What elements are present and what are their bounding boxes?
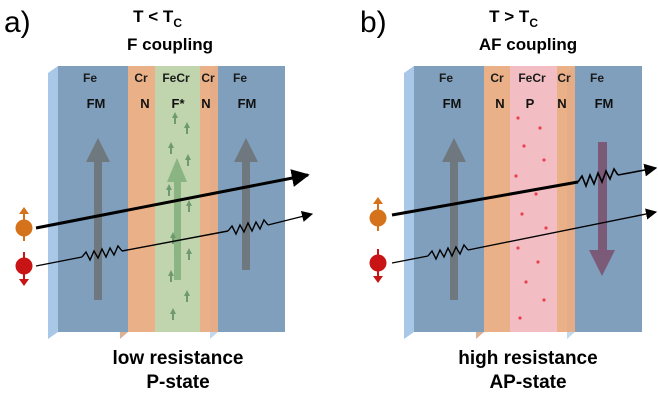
coupling-label: F coupling bbox=[127, 35, 213, 54]
layer-name-fe: Fe bbox=[439, 71, 453, 85]
state-label: P-state bbox=[146, 372, 209, 393]
spin-up-electron bbox=[15, 207, 33, 241]
layer-state-fm: FM bbox=[87, 96, 106, 111]
layer-state-core: P bbox=[526, 96, 535, 111]
layer-name-cr: Cr bbox=[490, 71, 504, 85]
magnetization-up-arrow-left bbox=[86, 138, 110, 300]
layer-state-fm: FM bbox=[238, 96, 257, 111]
resistance-label: high resistance bbox=[458, 348, 597, 369]
layer-name-cr: Cr bbox=[201, 71, 215, 85]
layer-name-fe: Fe bbox=[590, 71, 604, 85]
magnetization-up-arrow-left bbox=[442, 138, 466, 300]
layer-state-n: N bbox=[140, 96, 149, 111]
panel-label: a) bbox=[4, 6, 31, 39]
core-spin-arrows bbox=[166, 112, 192, 320]
layer-name-fecr: FeCr bbox=[162, 71, 190, 85]
layer-state-fm: FM bbox=[595, 96, 614, 111]
spin-down-electron-path bbox=[391, 208, 658, 264]
magnetization-down-arrow-right bbox=[589, 142, 615, 276]
panel-b: b) T > TC AF coupling Fe Cr FeCr Cr Fe F… bbox=[360, 6, 658, 393]
fe-layer-right bbox=[218, 66, 285, 332]
layer-state-fm: FM bbox=[443, 96, 462, 111]
condition-label: T < TC bbox=[133, 7, 182, 30]
layer-state-core: F* bbox=[172, 96, 186, 111]
layer-name-cr: Cr bbox=[557, 71, 571, 85]
coupling-label: AF coupling bbox=[479, 35, 577, 54]
layer-name-fecr: FeCr bbox=[518, 71, 546, 85]
layer-name-fe: Fe bbox=[83, 71, 97, 85]
condition-label: T > TC bbox=[489, 7, 538, 30]
state-label: AP-state bbox=[489, 372, 566, 393]
fe-layer-left-edge bbox=[404, 66, 414, 339]
resistance-label: low resistance bbox=[113, 348, 244, 369]
spin-down-electron bbox=[369, 249, 387, 283]
fe-layer-right bbox=[575, 66, 642, 332]
cr-layer-left bbox=[128, 66, 155, 332]
cr-layer-right bbox=[200, 66, 218, 332]
panel-a: a) T < TC F coupling Fe Cr FeCr Cr Fe FM… bbox=[4, 6, 314, 393]
layer-state-n: N bbox=[495, 96, 504, 111]
core-spin-dots bbox=[514, 116, 548, 320]
fecr-layer bbox=[510, 66, 557, 332]
layer-stack bbox=[404, 66, 642, 339]
spin-down-electron-path bbox=[35, 211, 314, 267]
spin-up-electron-path bbox=[391, 163, 658, 217]
core-magnetization-arrow bbox=[167, 158, 187, 280]
fe-layer-left bbox=[414, 66, 484, 332]
fe-layer-left bbox=[58, 66, 128, 332]
magnetization-up-arrow-right bbox=[234, 138, 258, 270]
panel-label: b) bbox=[360, 6, 387, 39]
layer-state-n: N bbox=[201, 96, 210, 111]
cr-layer-left bbox=[484, 66, 510, 332]
spin-up-electron bbox=[369, 197, 387, 231]
spin-down-electron bbox=[15, 252, 33, 286]
layer-state-n: N bbox=[557, 96, 566, 111]
fe-layer-left-edge bbox=[48, 66, 58, 339]
layer-name-cr: Cr bbox=[134, 71, 148, 85]
spin-up-electron-path bbox=[35, 169, 310, 230]
layer-name-fe: Fe bbox=[233, 71, 247, 85]
cr-layer-right bbox=[557, 66, 575, 332]
